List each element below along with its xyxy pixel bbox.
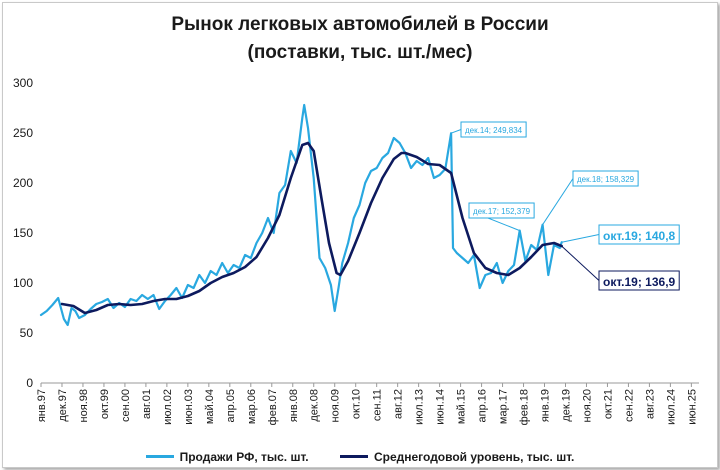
data-label-callout: окт.19; 136,9: [561, 245, 680, 291]
x-tick-label: фев.07: [267, 389, 279, 425]
legend-swatch-sales: [145, 455, 174, 458]
y-tick-label: 50: [20, 326, 34, 340]
x-tick-label: дек.19: [560, 389, 572, 422]
x-tick-label: авг.01: [141, 389, 153, 419]
x-tick-label: сен.11: [372, 389, 384, 421]
data-label-box: [468, 202, 535, 219]
chart-title-line1: Рынок легковых автомобилей в России: [171, 14, 549, 35]
data-label-leader: [561, 245, 600, 281]
x-tick-labels: янв.97 дек.97 ноя.98 окт.99 сен.00 авг.01 июл.…: [36, 383, 698, 425]
legend-item-sales: Продажи РФ, тыс. шт.: [145, 449, 309, 464]
data-label-callout: дек.14; 249,834: [450, 121, 527, 138]
x-tick-label: июн.25: [686, 389, 698, 425]
data-label-text: окт.19; 140,8: [603, 229, 676, 243]
data-label-text: окт.19; 136,9: [603, 275, 676, 289]
x-tick-label: дек.08: [309, 389, 321, 422]
x-tick-label: янв.08: [288, 389, 300, 422]
y-tick-label: 100: [13, 276, 33, 290]
data-label-callout: дек.17; 152,379: [468, 202, 535, 232]
x-tick-label: окт.99: [99, 389, 111, 419]
data-label-callout: окт.19; 140,8: [561, 224, 680, 245]
y-tick-label: 0: [26, 376, 33, 390]
x-tick-label: авг.23: [644, 389, 656, 419]
legend-swatch-average: [339, 455, 368, 458]
chart-title-line2: (поставки, тыс. шт./мес): [247, 42, 473, 63]
data-label-leader: [450, 129, 462, 134]
chart-title: Рынок легковых автомобилей в России (пос…: [3, 11, 717, 67]
x-tick-label: сен.22: [623, 389, 635, 422]
x-tick-label: мар.17: [498, 389, 510, 424]
x-tick-label: фев.18: [519, 389, 531, 425]
data-label-box: [598, 224, 680, 245]
y-tick-label: 250: [13, 126, 33, 140]
data-label-text: дек.18; 158,329: [577, 175, 635, 184]
x-tick-label: дек.97: [57, 389, 69, 422]
x-tick-label: май.15: [456, 389, 468, 424]
line-chart: 0 50 100 150 200 250 300 янв.97 дек.97 ноя.98 окт…: [13, 76, 699, 425]
x-tick-label: окт.21: [602, 389, 614, 419]
data-label-box: [460, 121, 527, 138]
data-labels: дек.14; 249,834 дек.17; 152,379 дек.18; 15…: [450, 121, 680, 291]
data-label-text: дек.17; 152,379: [473, 207, 531, 216]
x-tick-label: апр.16: [477, 389, 489, 422]
data-label-leader: [561, 234, 600, 243]
x-tick-label: янв.97: [36, 389, 48, 422]
x-tick-label: апр.05: [225, 389, 237, 422]
x-tick-label: июн.03: [183, 389, 195, 425]
x-tick-label: июн.14: [435, 389, 447, 425]
y-tick-labels: 0 50 100 150 200 250 300: [13, 76, 33, 390]
legend-item-average: Среднегодовой уровень, тыс. шт.: [339, 449, 575, 464]
data-label-box: [598, 270, 680, 291]
x-tick-label: сен.00: [120, 389, 132, 422]
y-tick-label: 150: [13, 226, 33, 240]
x-tick-label: июл.24: [665, 389, 677, 425]
x-tick-label: ноя.09: [330, 389, 342, 422]
y-tick-label: 200: [13, 176, 33, 190]
data-label-text: дек.14; 249,834: [465, 126, 523, 135]
legend-label-sales: Продажи РФ, тыс. шт.: [179, 449, 309, 464]
x-tick-label: авг.12: [393, 389, 405, 419]
x-tick-label: мар.06: [246, 389, 258, 424]
x-tick-label: июл.13: [414, 389, 426, 425]
data-label-callout: дек.18; 158,329: [542, 170, 639, 225]
y-tick-label: 300: [13, 76, 33, 90]
x-tick-label: янв.19: [540, 389, 552, 422]
x-tick-label: ноя.20: [581, 389, 593, 422]
x-tick-label: ноя.98: [78, 389, 90, 422]
data-label-box: [572, 170, 639, 187]
legend-label-average: Среднегодовой уровень, тыс. шт.: [373, 449, 575, 464]
series-group: [39, 103, 563, 327]
x-tick-label: июл.02: [162, 389, 174, 425]
data-label-leader: [542, 178, 574, 225]
legend: Продажи РФ, тыс. шт. Среднегодовой урове…: [3, 447, 717, 464]
x-tick-label: окт.10: [351, 389, 363, 419]
x-tick-label: май.04: [204, 389, 216, 424]
series-line-average: [60, 141, 563, 315]
